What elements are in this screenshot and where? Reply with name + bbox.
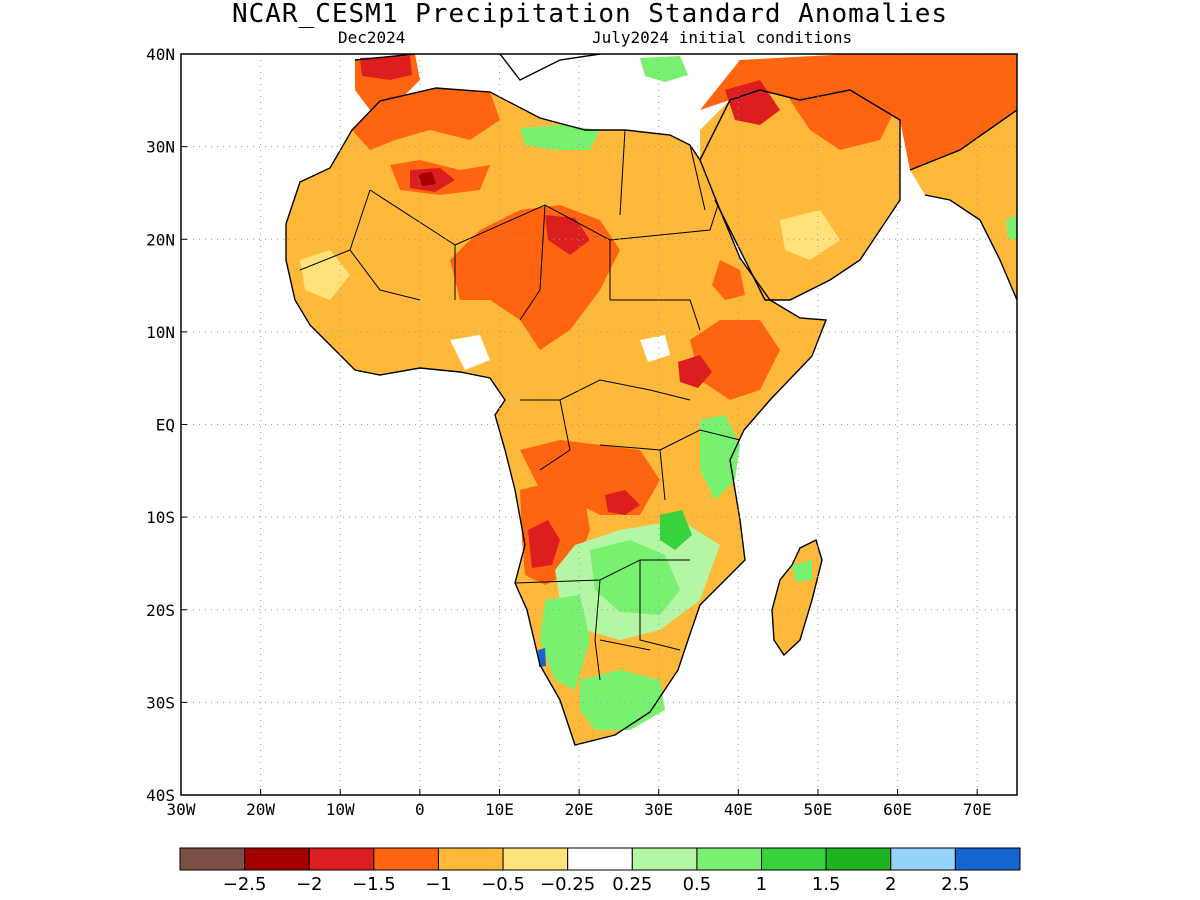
colorbar-label: −1	[425, 874, 452, 895]
colorbar-swatch	[179, 847, 246, 871]
colorbar-label: −2.5	[223, 874, 267, 895]
map-title: NCAR_CESM1 Precipitation Standard Anomal…	[231, 0, 949, 29]
wet-namibia	[540, 595, 590, 690]
dry-strong-tunisia	[360, 56, 412, 80]
y-tick-label: 30N	[146, 138, 175, 157]
x-tick-label: 30W	[167, 800, 196, 819]
india-land	[910, 110, 1017, 300]
dry-slight-arabia	[780, 210, 840, 260]
madagascar-land	[772, 540, 822, 655]
anomaly-field	[286, 54, 1017, 745]
dry-strong-zambia	[605, 490, 640, 515]
colorbar-swatch	[308, 847, 375, 871]
colorbar-swatch	[631, 847, 698, 871]
colorbar-label: 0.25	[612, 874, 652, 895]
x-tick-label: 10E	[485, 800, 514, 819]
colorbar-label: −2	[296, 874, 323, 895]
dry-moderate-sudan	[690, 320, 780, 400]
x-tick-label: 50E	[803, 800, 832, 819]
x-tick-label: 30E	[644, 800, 673, 819]
x-tick-label: 40E	[724, 800, 753, 819]
colorbar-swatch	[567, 847, 633, 871]
colorbar-label: 1	[756, 874, 767, 895]
wet-libya-coast	[520, 125, 600, 150]
dry-extreme-center	[418, 172, 436, 186]
colorbar-label: −0.25	[540, 874, 595, 895]
x-tick-label: 10W	[326, 800, 355, 819]
colorbar-swatch	[373, 847, 439, 871]
dry-strong-niger	[545, 215, 590, 255]
wet-east-africa	[700, 415, 740, 500]
colorbar-swatch	[244, 847, 310, 871]
y-tick-label: 40N	[146, 45, 175, 64]
y-tick-label: 20N	[146, 230, 175, 249]
colorbar-swatch	[502, 847, 569, 871]
colorbar-swatch	[761, 847, 827, 871]
forecast-month: Dec2024	[338, 28, 406, 47]
x-tick-label: 60E	[883, 800, 912, 819]
colorbar-swatch	[825, 847, 892, 871]
wet-turkey	[640, 56, 688, 82]
wet-india	[1006, 215, 1017, 240]
colorbar-label: 2	[885, 874, 896, 895]
dry-strong-angola	[528, 520, 560, 568]
colorbar-swatch	[954, 847, 1021, 871]
colorbar-swatch	[437, 847, 504, 871]
country-borders	[299, 129, 741, 681]
colorbar-label: −1.5	[352, 874, 396, 895]
middle-east-land	[700, 54, 1017, 170]
colorbar-label: 2.5	[941, 874, 970, 895]
colorbar-label: −0.5	[481, 874, 525, 895]
initial-conditions: July2024 initial conditions	[592, 28, 853, 47]
y-tick-label: 30S	[146, 693, 175, 712]
wet-zambia	[590, 540, 680, 615]
dry-moderate-maghreb	[352, 88, 500, 150]
wet-madagascar	[792, 560, 812, 582]
colorbar-swatch	[696, 847, 763, 871]
coastlines	[285, 54, 1017, 746]
y-tick-label: 40S	[146, 786, 175, 805]
near-normal-ethiopia	[640, 335, 670, 362]
dry-moderate-iran	[790, 60, 900, 150]
colorbar-swatch	[890, 847, 956, 871]
x-tick-label: 0	[415, 800, 425, 819]
x-axis: 30W 20W 10W 0 10E 20E 30E 40E 50E 60E 70E	[167, 789, 992, 819]
y-tick-label: 10N	[146, 323, 175, 342]
dry-slight-sahel	[300, 250, 350, 300]
x-tick-label: 20W	[246, 800, 275, 819]
colorbar: −2.5 −2 −1.5 −1 −0.5 −0.25 0.25 0.5 1 1.5 2 2.5	[179, 847, 1021, 895]
near-normal-gulf	[450, 335, 490, 370]
y-tick-label: 10S	[146, 508, 175, 527]
wet-tanzania	[660, 510, 692, 550]
x-tick-label: 70E	[963, 800, 992, 819]
colorbar-label: 0.5	[683, 874, 712, 895]
dry-strong-sudan	[678, 355, 712, 388]
colorbar-label: 1.5	[812, 874, 841, 895]
x-tick-label: 20E	[565, 800, 594, 819]
dry-moderate-east	[712, 260, 745, 300]
wet-south-africa	[580, 670, 665, 730]
y-tick-label: EQ	[156, 416, 175, 435]
y-tick-label: 20S	[146, 601, 175, 620]
y-axis: 40N 30N 20N 10N EQ 10S 20S 30S 40S	[146, 45, 187, 805]
